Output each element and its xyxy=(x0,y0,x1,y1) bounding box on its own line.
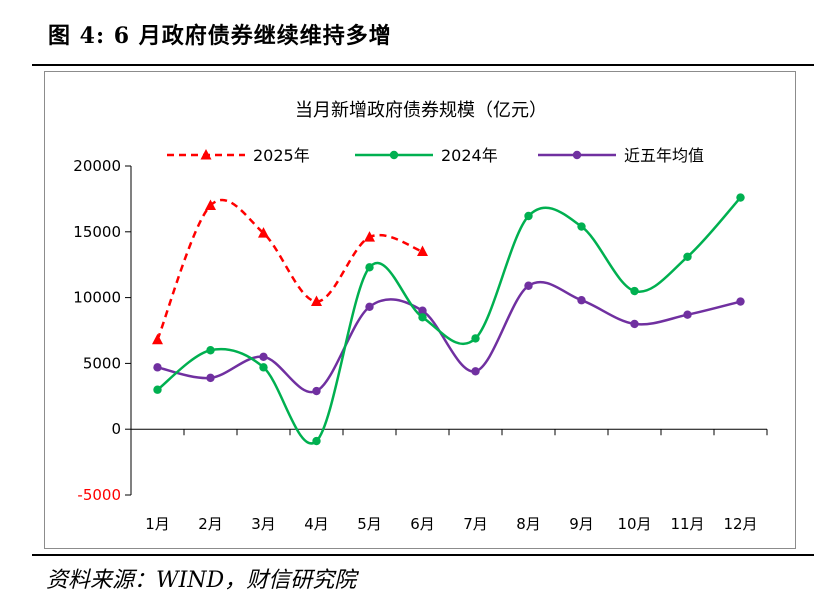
data-point-marker xyxy=(311,295,322,307)
x-tick-label: 1月 xyxy=(145,515,170,533)
x-tick-label: 11月 xyxy=(670,515,704,533)
legend-label: 2024年 xyxy=(441,146,498,165)
source-note: 资料来源：WIND，财信研究院 xyxy=(46,568,357,593)
data-point-marker xyxy=(577,222,586,231)
data-point-marker xyxy=(572,150,582,160)
data-point-marker xyxy=(206,373,215,383)
data-point-marker xyxy=(258,227,269,238)
data-point-marker xyxy=(206,346,215,355)
x-tick-label: 12月 xyxy=(723,515,757,533)
y-tick-label: 0 xyxy=(111,420,121,438)
y-tick-label: 5000 xyxy=(83,354,121,372)
x-tick-label: 9月 xyxy=(569,515,594,533)
x-tick-label: 4月 xyxy=(304,515,329,533)
legend-item-1: 2024年 xyxy=(355,146,498,165)
data-point-marker xyxy=(389,150,399,160)
series-2 xyxy=(153,280,745,396)
y-tick-label: -5000 xyxy=(77,486,121,504)
chart-frame: 当月新增政府债券规模（亿元） 2025年 2024年 近五年均值 -5000 0 500… xyxy=(44,71,796,549)
x-tick-label: 3月 xyxy=(251,515,276,533)
x-tick-label: 10月 xyxy=(617,515,651,533)
top-rule xyxy=(32,64,814,66)
legend-label: 近五年均值 xyxy=(624,146,704,165)
data-point-marker xyxy=(259,352,268,362)
y-tick-label: 15000 xyxy=(73,223,121,241)
data-point-marker xyxy=(418,306,427,315)
data-point-marker xyxy=(418,313,427,322)
data-point-marker xyxy=(200,149,212,160)
data-point-marker xyxy=(205,199,216,210)
y-tick-label: 20000 xyxy=(73,157,121,175)
x-tick-label: 7月 xyxy=(463,515,488,533)
x-tick-label: 8月 xyxy=(516,515,541,533)
data-point-marker xyxy=(259,363,268,372)
bottom-rule xyxy=(32,554,814,556)
line-chart: 当月新增政府债券规模（亿元） 2025年 2024年 近五年均值 -5000 0 500… xyxy=(73,100,768,533)
series-line xyxy=(156,196,742,445)
legend-item-0: 2025年 xyxy=(167,146,310,165)
series-0 xyxy=(152,198,428,345)
data-point-marker xyxy=(683,252,692,262)
figure-title: 图 4: 6 月政府债券继续维持多增 xyxy=(48,23,392,49)
data-point-marker xyxy=(365,263,374,272)
data-point-marker xyxy=(577,296,586,305)
data-point-marker xyxy=(630,286,639,296)
data-point-marker xyxy=(471,334,480,343)
data-point-marker xyxy=(312,386,321,396)
x-tick-label: 5月 xyxy=(357,515,382,533)
data-point-marker xyxy=(365,302,374,312)
chart-title: 当月新增政府债券规模（亿元） xyxy=(295,100,547,121)
data-point-marker xyxy=(524,211,533,221)
axes: -5000 0 5000 10000 15000 20000 1月 2月 3月 4月 5月 6月 7月 8… xyxy=(73,157,768,533)
data-point-marker xyxy=(417,245,428,257)
data-point-marker xyxy=(471,367,480,376)
series-line xyxy=(156,198,423,341)
y-tick-label: 10000 xyxy=(73,289,121,307)
data-point-marker xyxy=(312,436,321,446)
legend: 2025年 2024年 近五年均值 xyxy=(167,146,704,165)
series-1 xyxy=(153,193,745,446)
x-tick-label: 2月 xyxy=(198,515,223,533)
data-point-marker xyxy=(736,193,745,202)
series-layer xyxy=(152,193,745,446)
data-point-marker xyxy=(153,363,162,372)
data-point-marker xyxy=(683,310,692,319)
data-point-marker xyxy=(524,281,533,290)
data-point-marker xyxy=(736,297,745,306)
data-point-marker xyxy=(153,385,162,394)
legend-item-2: 近五年均值 xyxy=(538,146,704,165)
data-point-marker xyxy=(364,231,375,242)
x-tick-label: 6月 xyxy=(410,515,435,533)
legend-label: 2025年 xyxy=(253,146,310,165)
data-point-marker xyxy=(630,319,639,329)
data-point-marker xyxy=(152,333,163,345)
